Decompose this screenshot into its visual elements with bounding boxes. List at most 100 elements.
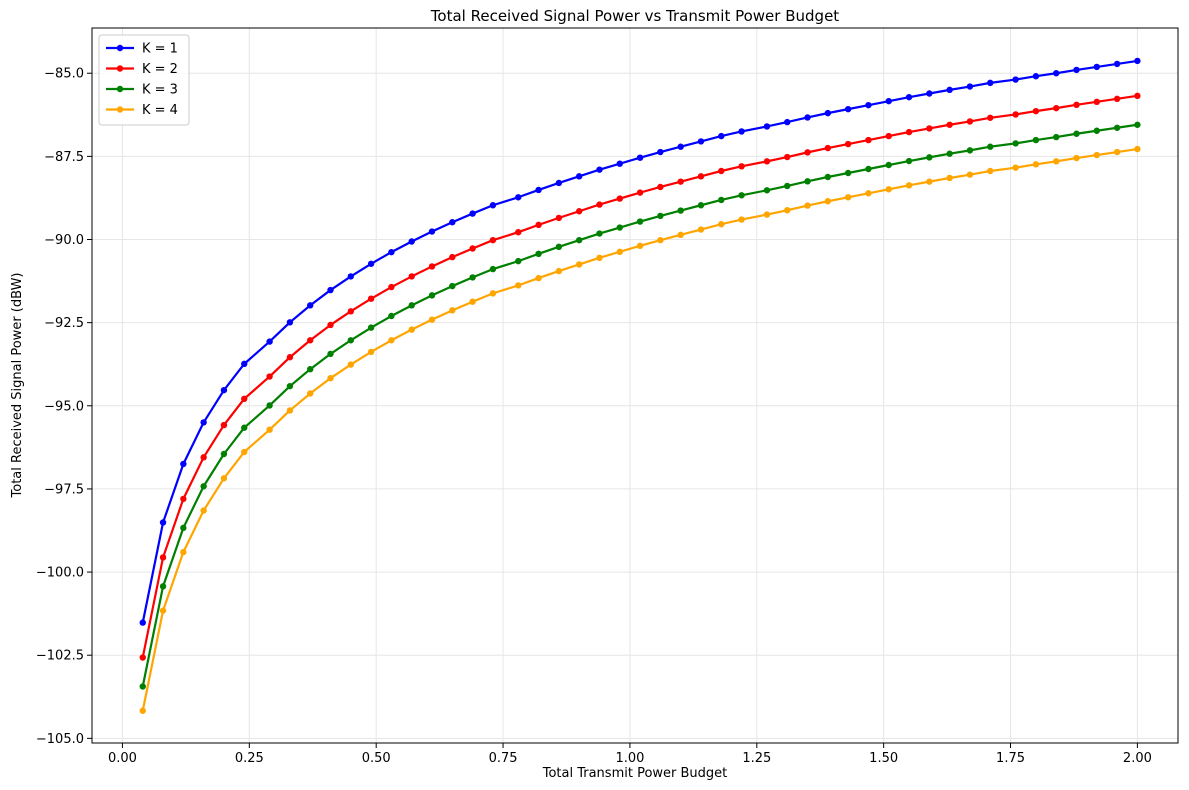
- data-point: [596, 230, 603, 237]
- data-point: [1012, 76, 1019, 83]
- x-tick-label: 0.00: [108, 751, 137, 766]
- legend-label: K = 2: [142, 62, 178, 77]
- data-point: [865, 101, 872, 109]
- data-point: [555, 214, 563, 222]
- series-line: [141, 94, 1138, 658]
- legend-label: K = 4: [142, 103, 178, 118]
- y-tick-label: −95.0: [44, 399, 84, 414]
- data-point: [987, 114, 994, 121]
- x-tick-label: 0.25: [235, 751, 264, 766]
- data-point: [1073, 154, 1080, 162]
- data-point: [824, 198, 832, 205]
- y-tick-label: −105.0: [36, 732, 84, 747]
- data-point: [1073, 66, 1080, 74]
- data-point: [616, 195, 623, 202]
- data-point: [1012, 111, 1019, 118]
- data-point: [596, 201, 603, 208]
- data-point: [139, 683, 146, 690]
- data-point: [515, 228, 522, 236]
- data-point: [347, 273, 355, 280]
- legend-marker: [116, 106, 124, 113]
- data-point: [200, 507, 207, 514]
- data-point: [428, 316, 436, 323]
- data-point: [428, 263, 436, 270]
- data-point: [535, 250, 542, 258]
- data-point: [636, 218, 644, 225]
- plot-frame: [91, 27, 1179, 744]
- data-point: [307, 366, 314, 373]
- data-point: [159, 583, 167, 590]
- series-4: [139, 145, 1141, 714]
- data-point: [824, 144, 832, 152]
- data-point: [535, 186, 542, 194]
- data-point: [575, 236, 583, 244]
- x-axis: 0.00 0.25 0.50 0.75 1.00 1.25 1.50 1.75 2.00: [108, 743, 1152, 766]
- data-point: [1093, 98, 1101, 106]
- data-point: [200, 483, 207, 490]
- data-point: [885, 132, 892, 140]
- data-point: [1053, 133, 1060, 141]
- data-point: [718, 132, 725, 140]
- data-point: [1113, 148, 1121, 156]
- data-point: [905, 128, 913, 136]
- data-point: [489, 290, 497, 297]
- data-point: [367, 348, 375, 356]
- data-point: [555, 243, 563, 251]
- data-point: [1093, 127, 1101, 134]
- data-point: [763, 123, 771, 130]
- data-point: [428, 292, 436, 299]
- series-lines: [139, 57, 1141, 714]
- data-point: [1134, 57, 1141, 65]
- data-point: [408, 326, 415, 333]
- data-point: [241, 360, 248, 368]
- x-tick-label: 1.00: [615, 751, 644, 766]
- data-point: [885, 161, 892, 169]
- data-point: [408, 238, 415, 245]
- data-point: [1012, 140, 1019, 147]
- y-axis: −105.0 −102.5 −100.0 −97.5 −95.0 −92.5 −90.0 −8…: [36, 67, 92, 747]
- data-point: [784, 118, 791, 126]
- legend-marker: [116, 65, 124, 72]
- y-tick-label: −102.5: [36, 649, 84, 664]
- data-point: [469, 210, 476, 217]
- data-point: [1113, 60, 1121, 68]
- data-point: [966, 147, 974, 154]
- data-point: [1093, 151, 1101, 159]
- data-point: [139, 707, 146, 714]
- data-point: [286, 319, 294, 326]
- data-point: [266, 426, 273, 433]
- data-point: [388, 337, 395, 344]
- data-point: [784, 153, 791, 161]
- x-tick-label: 1.25: [742, 751, 771, 766]
- legend: K = 1 K = 2 K = 3 K = 4: [98, 34, 190, 126]
- data-point: [489, 265, 497, 273]
- data-point: [844, 105, 852, 113]
- data-point: [616, 248, 623, 256]
- data-point: [1053, 158, 1060, 165]
- data-point: [489, 202, 497, 209]
- legend-marker: [116, 85, 124, 93]
- x-axis-label: Total Transmit Power Budget: [542, 766, 728, 781]
- data-point: [515, 282, 522, 289]
- data-point: [515, 194, 522, 201]
- data-point: [966, 83, 974, 90]
- data-point: [1113, 95, 1121, 103]
- data-point: [449, 219, 456, 226]
- data-point: [657, 148, 664, 156]
- data-point: [220, 421, 228, 429]
- data-point: [657, 183, 664, 191]
- data-point: [804, 202, 811, 209]
- data-point: [266, 402, 273, 409]
- legend-label: K = 1: [142, 42, 178, 57]
- data-point: [347, 337, 355, 344]
- data-point: [139, 654, 146, 661]
- data-point: [784, 182, 791, 190]
- data-point: [697, 138, 705, 145]
- data-point: [824, 173, 832, 181]
- data-point: [535, 274, 542, 282]
- data-point: [657, 212, 664, 220]
- data-point: [804, 178, 811, 185]
- data-point: [677, 231, 684, 239]
- data-point: [926, 125, 933, 132]
- data-point: [905, 93, 913, 101]
